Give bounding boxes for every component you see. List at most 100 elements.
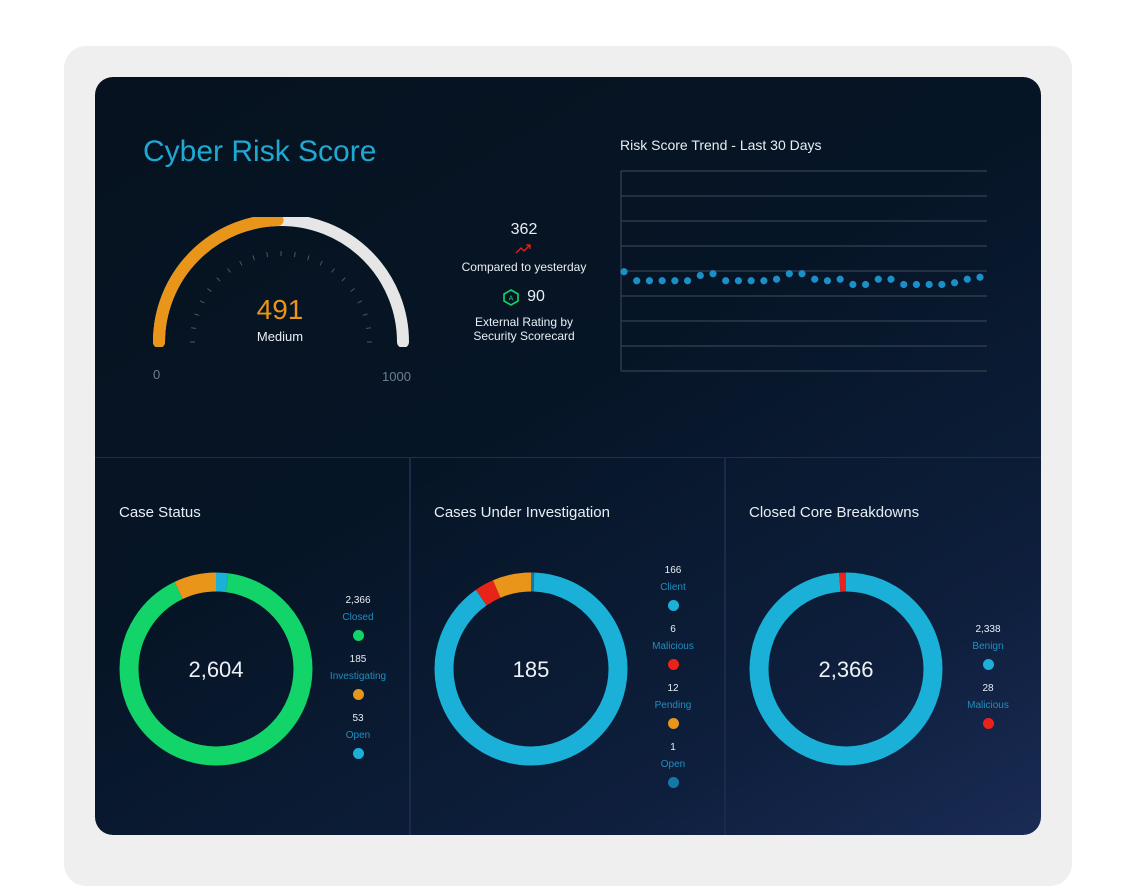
legend-dot xyxy=(667,718,679,729)
donut-legend: 166 Client 6 Malicious 12 Pending 1 Open xyxy=(633,565,713,801)
trend-point[interactable] xyxy=(950,279,959,287)
legend-value: 12 xyxy=(667,683,679,694)
legend-dot xyxy=(352,630,364,641)
trend-point[interactable] xyxy=(912,280,921,289)
legend-dot xyxy=(352,689,364,700)
legend-item[interactable]: 2,366 Closed xyxy=(318,595,398,641)
card-title: Case Status xyxy=(119,504,201,521)
donut-legend: 2,338 Benign 28 Malicious xyxy=(948,624,1028,742)
trend-point[interactable] xyxy=(798,270,806,278)
change-value: 362 xyxy=(510,221,538,238)
trend-point[interactable] xyxy=(658,277,666,285)
trend-point[interactable] xyxy=(734,277,743,285)
donut-segment-client[interactable] xyxy=(434,572,628,766)
trend-point[interactable] xyxy=(849,280,857,289)
gauge-tick xyxy=(216,277,221,282)
legend-item[interactable]: 1 Open xyxy=(633,742,713,788)
legend-item[interactable]: 12 Pending xyxy=(633,683,713,729)
gauge-tick xyxy=(199,300,205,304)
legend-item[interactable]: 53 Open xyxy=(318,713,398,759)
donut-center-value: 2,366 xyxy=(818,657,873,682)
trend-point[interactable] xyxy=(709,270,717,278)
donut-chart: 2,604 xyxy=(119,572,313,766)
gauge-tick xyxy=(252,255,255,261)
legend-value: 28 xyxy=(982,683,994,694)
gauge-tick xyxy=(362,313,368,316)
legend-item[interactable]: 185 Investigating xyxy=(318,654,398,700)
gauge-tick xyxy=(239,260,243,266)
trend-point[interactable] xyxy=(760,277,768,285)
legend-label: Malicious xyxy=(652,641,694,652)
trend-point[interactable] xyxy=(963,275,971,283)
legend-dot xyxy=(667,600,679,611)
trend-point[interactable] xyxy=(683,277,692,285)
legend-label: Open xyxy=(660,759,686,770)
legend-value: 166 xyxy=(664,565,682,576)
gauge-tick xyxy=(191,327,197,330)
trend-point[interactable] xyxy=(823,277,832,285)
trend-point[interactable] xyxy=(836,275,844,283)
legend-label: Client xyxy=(660,582,686,593)
trend-point[interactable] xyxy=(620,268,628,276)
gauge-tick xyxy=(319,260,323,266)
trend-point[interactable] xyxy=(671,277,679,285)
legend-dot xyxy=(667,659,679,670)
page-title: Cyber Risk Score xyxy=(143,135,377,168)
change-label: Compared to yesterday xyxy=(461,260,587,274)
trend-point[interactable] xyxy=(696,271,704,280)
trend-point[interactable] xyxy=(925,280,933,289)
trend-point[interactable] xyxy=(874,275,882,283)
legend-label: Open xyxy=(345,730,371,741)
divider xyxy=(95,457,1041,458)
donut-chart: 2,366 xyxy=(749,572,943,766)
trend-point[interactable] xyxy=(645,277,654,285)
trend-point[interactable] xyxy=(900,280,908,289)
divider xyxy=(724,457,726,835)
legend-item[interactable]: 6 Malicious xyxy=(633,624,713,670)
gauge-tick xyxy=(293,252,296,258)
risk-trend-chart xyxy=(620,170,987,372)
score-stats: 362 Compared to yesterday A 90 External … xyxy=(440,221,608,343)
rating-label-1: External Rating by xyxy=(474,315,574,329)
legend-dot xyxy=(982,659,994,670)
legend-label: Closed xyxy=(342,612,374,623)
gauge-tick xyxy=(350,288,355,292)
trend-title: Risk Score Trend - Last 30 Days xyxy=(620,137,822,153)
legend-dot xyxy=(667,777,679,788)
legend-value: 6 xyxy=(670,624,676,635)
trend-point[interactable] xyxy=(938,280,946,289)
legend-label: Malicious xyxy=(967,700,1009,711)
donut-segment-investigating[interactable] xyxy=(119,572,313,766)
gauge-max-label: 1000 xyxy=(382,369,411,384)
trend-point[interactable] xyxy=(772,275,781,283)
trend-point[interactable] xyxy=(887,275,895,283)
legend-item[interactable]: 166 Client xyxy=(633,565,713,611)
legend-value: 53 xyxy=(352,713,364,724)
gauge-tick xyxy=(357,300,363,304)
trend-point[interactable] xyxy=(633,277,641,285)
legend-value: 2,366 xyxy=(345,595,371,606)
risk-gauge: 491 Medium xyxy=(153,217,409,347)
gauge-min-label: 0 xyxy=(153,367,161,382)
legend-dot xyxy=(352,748,364,759)
legend-item[interactable]: 2,338 Benign xyxy=(948,624,1028,670)
gauge-tick xyxy=(194,313,200,316)
trend-point[interactable] xyxy=(976,273,984,281)
gauge-tick xyxy=(341,277,346,282)
legend-label: Pending xyxy=(654,700,692,711)
legend-label: Investigating xyxy=(329,671,387,682)
gauge-fill xyxy=(153,217,284,347)
trend-point[interactable] xyxy=(747,277,755,285)
donut-segment-malicious[interactable] xyxy=(749,572,943,766)
trend-point[interactable] xyxy=(811,275,819,283)
gauge-tick xyxy=(307,255,310,261)
dashboard-panel: Cyber Risk Score 491 Medium 0 1000 362 C… xyxy=(95,77,1041,835)
donut-segment-pending[interactable] xyxy=(434,572,628,766)
legend-item[interactable]: 28 Malicious xyxy=(948,683,1028,729)
trend-point[interactable] xyxy=(785,270,793,278)
legend-value: 185 xyxy=(349,654,367,665)
legend-dot xyxy=(982,718,994,729)
trend-point[interactable] xyxy=(861,280,870,289)
donut-segment-closed[interactable] xyxy=(119,572,313,766)
trend-point[interactable] xyxy=(722,277,730,285)
